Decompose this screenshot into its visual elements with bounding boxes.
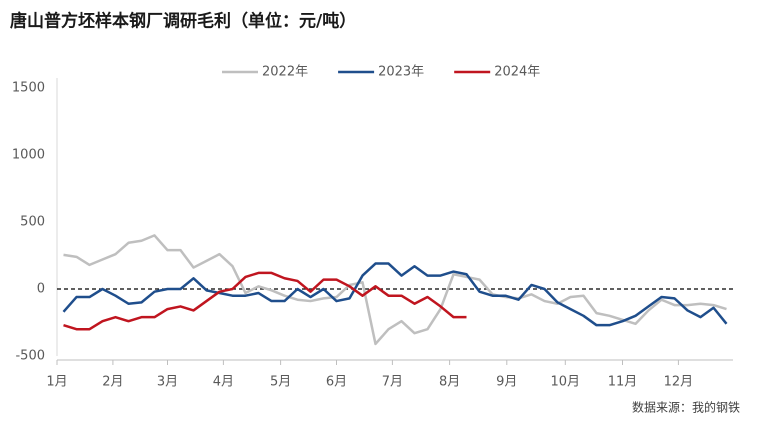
legend-label: 2023年 [378, 65, 424, 80]
x-tick-label: 8月 [439, 375, 460, 390]
x-tick-label: 7月 [382, 375, 403, 390]
series-line [63, 271, 467, 331]
x-tick-label: 5月 [270, 375, 291, 390]
x-tick-label: 12月 [664, 375, 694, 390]
y-tick-label: -500 [15, 349, 45, 364]
y-tick-label: 500 [20, 215, 45, 230]
chart-title: 唐山普方坯样本钢厂调研毛利（单位：元/吨） [10, 11, 356, 32]
x-tick-label: 1月 [46, 375, 67, 390]
x-tick-label: 11月 [608, 375, 638, 390]
y-tick-label: 1000 [12, 148, 45, 163]
x-tick-label: 9月 [496, 375, 517, 390]
y-tick-label: 0 [37, 282, 45, 297]
x-tick-label: 4月 [213, 375, 234, 390]
series-line [63, 234, 727, 346]
y-tick-label: 1500 [12, 81, 45, 96]
source: 数据来源：我的钢铁 [632, 400, 740, 415]
series-line [62, 262, 728, 327]
legend-label: 2024年 [494, 65, 540, 80]
x-tick-label: 2月 [102, 375, 123, 390]
x-tick-label: 6月 [326, 375, 347, 390]
x-tick-label: 10月 [551, 375, 581, 390]
x-tick-label: 3月 [157, 375, 178, 390]
legend-label: 2022年 [262, 65, 308, 80]
